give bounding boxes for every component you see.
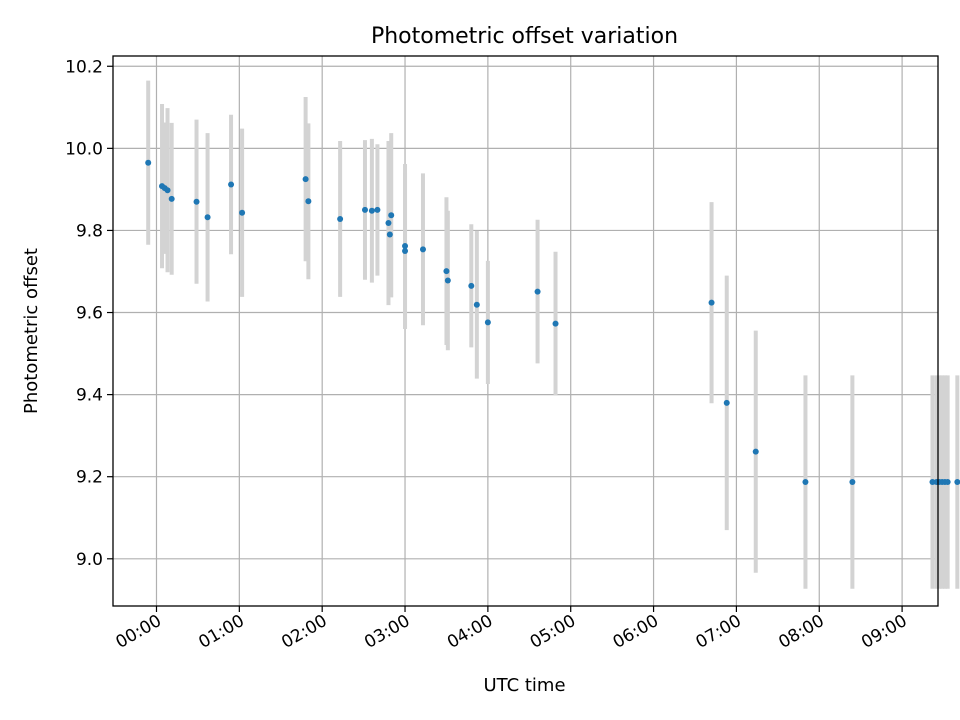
data-point [204,214,211,221]
x-axis-label: UTC time [483,675,565,696]
data-point [385,220,392,227]
y-tick-label: 10.2 [65,57,103,77]
y-axis-label: Photometric offset [21,248,42,414]
y-axis-ticks: 9.0 9.2 9.4 9.6 9.8 10.0 10.2 [65,57,113,570]
data-point [802,479,809,486]
data-point [145,159,152,166]
y-tick-label: 9.0 [76,550,103,570]
data-point [944,479,951,486]
data-point [388,212,395,219]
data-point [473,301,480,308]
data-point [723,399,730,406]
y-tick-label: 9.6 [76,304,103,324]
data-point [193,198,200,205]
data-point [419,246,426,253]
data-point [708,299,715,306]
y-tick-label: 9.4 [76,386,103,406]
data-point [402,247,409,254]
data-point [534,288,541,295]
data-point [361,206,368,213]
data-point [239,209,246,216]
grid [113,56,938,606]
data-point [402,243,409,250]
data-point [368,207,375,214]
data-point [752,448,759,455]
data-point [337,215,344,222]
data-point [305,198,312,205]
data-point [228,181,235,188]
data-point [484,319,491,326]
data-point [374,206,381,213]
data-point [302,176,309,183]
data-point [849,479,856,486]
data-point [444,277,451,284]
data-point [168,195,175,202]
data-point [552,320,559,327]
y-tick-label: 9.2 [76,468,103,488]
chart-title: Photometric offset variation [371,24,678,49]
y-tick-label: 9.8 [76,221,103,241]
data-point [443,268,450,275]
data-point [468,282,475,289]
data-point [954,479,960,486]
data-point [929,479,936,486]
data-point [386,231,393,238]
plot-frame [112,55,939,607]
y-tick-label: 10.0 [65,139,103,159]
data-point [164,187,171,194]
